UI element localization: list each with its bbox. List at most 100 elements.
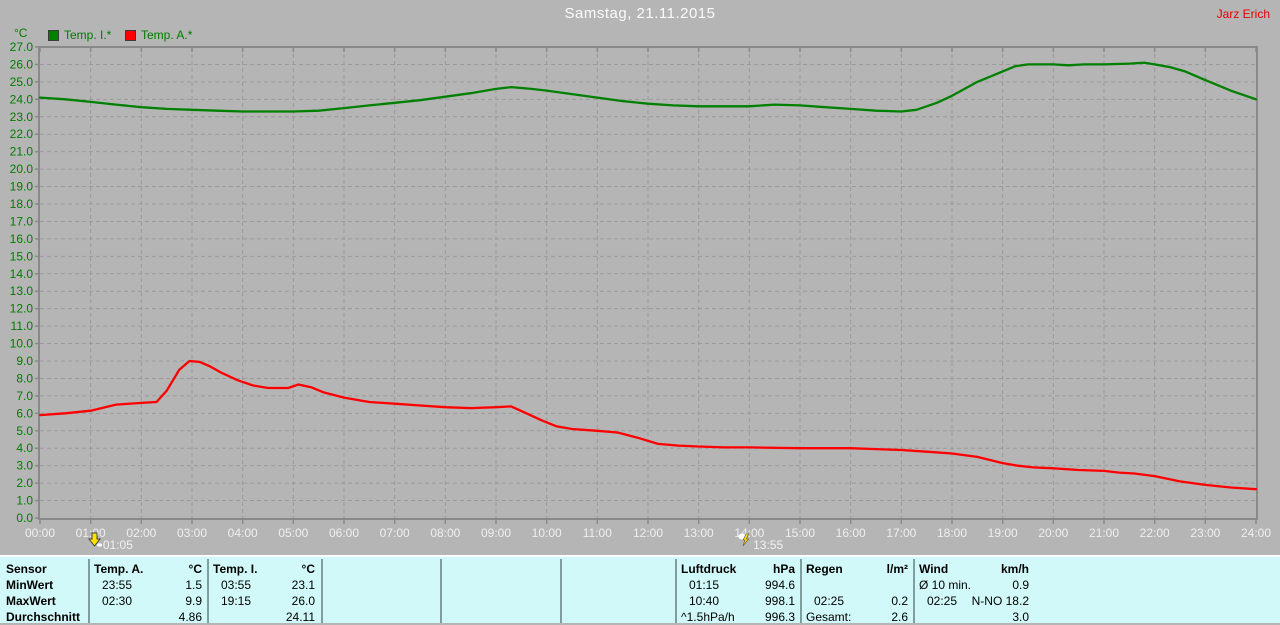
column-divider — [88, 559, 90, 623]
row-label-durchschnitt: Durchschnitt — [6, 610, 81, 624]
legend-item-temp-outside: Temp. A.* — [125, 28, 192, 42]
column-divider — [560, 559, 562, 623]
svg-text:20:00: 20:00 — [1038, 526, 1068, 540]
row-label-sensor: Sensor — [6, 562, 47, 576]
bolt-icon — [738, 532, 752, 552]
table-cell: ^1.5hPa/h 996.3 — [681, 610, 795, 624]
marker-time-label: 13:55 — [753, 538, 784, 552]
table-cell: Temp. A. °C — [94, 562, 202, 576]
page-title: Samstag, 21.11.2015 — [564, 5, 716, 22]
table-cell: 23:55 1.5 — [102, 578, 202, 592]
svg-text:1.0: 1.0 — [16, 494, 33, 508]
y-axis-labels: 27.0 26.0 25.0 24.0 23.0 22.0 21.0 20.0 19.0 18.0… — [10, 40, 34, 525]
svg-text:16.0: 16.0 — [10, 232, 34, 246]
svg-text:18.0: 18.0 — [10, 197, 34, 211]
svg-text:17.0: 17.0 — [10, 214, 34, 228]
svg-text:21:00: 21:00 — [1089, 526, 1119, 540]
axis-event-marker: 13:55 — [738, 533, 784, 552]
svg-text:00:00: 00:00 — [25, 526, 55, 540]
row-label-maxwert: MaxWert — [6, 594, 56, 608]
svg-text:2.0: 2.0 — [16, 476, 33, 490]
svg-text:4.0: 4.0 — [16, 441, 33, 455]
svg-text:14.0: 14.0 — [10, 267, 34, 281]
temp-outside-series — [38, 359, 1258, 491]
column-divider — [440, 559, 442, 623]
column-divider — [800, 559, 802, 623]
svg-text:21.0: 21.0 — [10, 145, 34, 159]
svg-text:13.0: 13.0 — [10, 284, 34, 298]
svg-text:15.0: 15.0 — [10, 249, 34, 263]
svg-text:16:00: 16:00 — [836, 526, 866, 540]
table-cell: 02:25 N-NO 18.2 — [927, 594, 1029, 608]
svg-text:08:00: 08:00 — [430, 526, 460, 540]
table-cell: Gesamt: 2.6 — [806, 610, 908, 624]
temp-outside-swatch-icon — [125, 29, 136, 41]
svg-text:12:00: 12:00 — [633, 526, 663, 540]
svg-text:19.0: 19.0 — [10, 180, 34, 194]
legend-label-temp-inside: Temp. I.* — [64, 28, 112, 42]
table-cell: Ø 10 min. 0.9 — [919, 578, 1029, 592]
temp-inside-swatch-icon — [48, 29, 59, 41]
svg-text:04:00: 04:00 — [228, 526, 258, 540]
svg-text:18:00: 18:00 — [937, 526, 967, 540]
axis-ticks — [35, 46, 1257, 524]
svg-text:25.0: 25.0 — [10, 75, 34, 89]
row-label-minwert: MinWert — [6, 578, 54, 592]
column-divider — [321, 559, 323, 623]
svg-text:15:00: 15:00 — [785, 526, 815, 540]
table-cell: 02:30 9.9 — [102, 594, 202, 608]
legend-item-temp-inside: Temp. I.* — [48, 28, 111, 42]
axis-event-marker: 01:05 — [87, 532, 133, 552]
svg-text:06:00: 06:00 — [329, 526, 359, 540]
down-arrow-icon — [87, 532, 102, 552]
svg-text:24:00: 24:00 — [1241, 526, 1271, 540]
svg-text:02:00: 02:00 — [126, 526, 156, 540]
table-cell: 3.0 — [1012, 610, 1029, 624]
svg-text:13:00: 13:00 — [684, 526, 714, 540]
svg-text:24.0: 24.0 — [10, 92, 34, 106]
svg-text:10.0: 10.0 — [10, 337, 34, 351]
chart-plot: 27.0 26.0 25.0 24.0 23.0 22.0 21.0 20.0 19.0 18.0… — [10, 40, 1272, 540]
svg-text:03:00: 03:00 — [177, 526, 207, 540]
table-cell: 24.11 — [285, 610, 315, 624]
table-cell: 01:15 994.6 — [689, 578, 795, 592]
svg-text:9.0: 9.0 — [16, 354, 33, 368]
svg-text:05:00: 05:00 — [278, 526, 308, 540]
svg-text:23.0: 23.0 — [10, 110, 34, 124]
svg-text:3.0: 3.0 — [16, 459, 33, 473]
y-axis-unit-label: °C — [14, 26, 28, 40]
svg-text:17:00: 17:00 — [886, 526, 916, 540]
marker-time-label: 01:05 — [102, 538, 133, 552]
column-divider — [675, 559, 677, 623]
table-cell: Luftdruck hPa — [681, 562, 795, 576]
table-cell — [806, 577, 908, 593]
svg-text:19:00: 19:00 — [988, 526, 1018, 540]
svg-text:20.0: 20.0 — [10, 162, 34, 176]
gridlines — [40, 47, 1256, 518]
table-cell: 03:55 23.1 — [221, 578, 315, 592]
svg-text:6.0: 6.0 — [16, 406, 33, 420]
svg-text:07:00: 07:00 — [380, 526, 410, 540]
user-name: Jarz Erich — [1216, 7, 1270, 21]
svg-text:5.0: 5.0 — [16, 424, 33, 438]
svg-text:10:00: 10:00 — [532, 526, 562, 540]
table-cell: Regen l/m² — [806, 562, 908, 576]
x-axis-labels: 00:00 01:00 02:00 03:00 04:00 05:00 06:00 07:00… — [25, 526, 1271, 540]
summary-table: Sensor MinWert MaxWert Durchschnitt Temp. A.… — [0, 555, 1280, 624]
svg-text:09:00: 09:00 — [481, 526, 511, 540]
svg-text:12.0: 12.0 — [10, 302, 34, 316]
svg-text:7.0: 7.0 — [16, 389, 33, 403]
table-cell: 10:40 998.1 — [689, 594, 795, 608]
table-cell: Temp. I. °C — [213, 562, 315, 576]
svg-text:26.0: 26.0 — [10, 57, 34, 71]
svg-text:11.0: 11.0 — [11, 319, 34, 333]
svg-text:27.0: 27.0 — [10, 40, 34, 54]
svg-text:22.0: 22.0 — [10, 127, 34, 141]
column-divider — [207, 559, 209, 623]
svg-text:01:00: 01:00 — [76, 526, 106, 540]
svg-text:0.0: 0.0 — [16, 511, 33, 525]
legend-label-temp-outside: Temp. A.* — [141, 28, 193, 42]
column-divider — [913, 559, 915, 623]
svg-text:23:00: 23:00 — [1190, 526, 1220, 540]
